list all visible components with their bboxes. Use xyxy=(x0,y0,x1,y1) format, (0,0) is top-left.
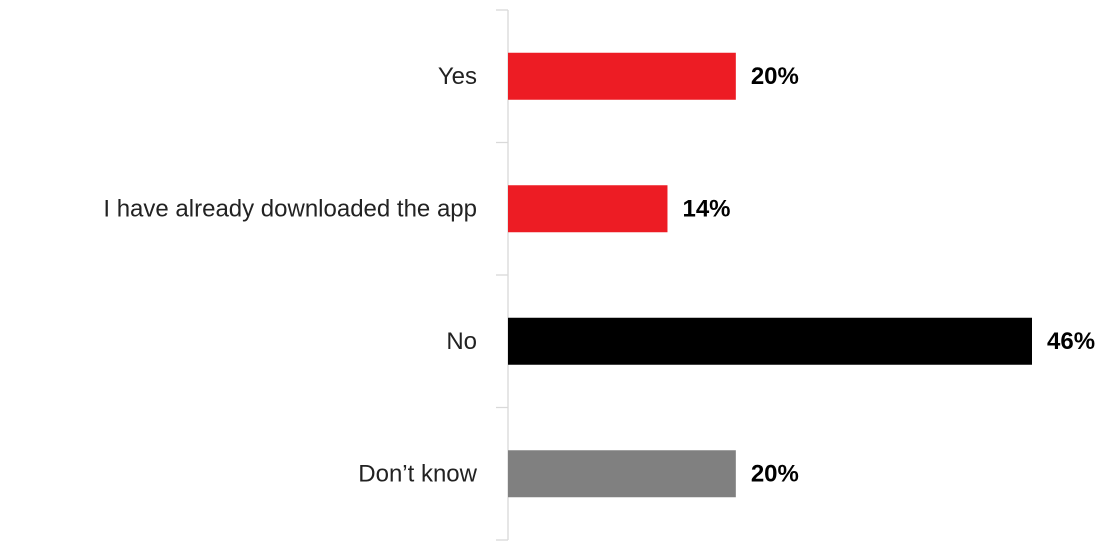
category-labels: Yes I have already downloaded the app No Do… xyxy=(103,63,477,488)
value-label: 20% xyxy=(751,460,799,487)
bars xyxy=(508,52,1032,498)
bar xyxy=(508,317,1032,365)
category-label: I have already downloaded the app xyxy=(103,195,477,222)
category-axis xyxy=(496,9,509,541)
value-label: 14% xyxy=(682,195,730,222)
value-label: 46% xyxy=(1047,328,1095,355)
bar xyxy=(508,450,736,498)
category-label: Don’t know xyxy=(358,460,477,487)
category-label: No xyxy=(446,328,477,355)
category-label: Yes xyxy=(438,63,477,90)
bar xyxy=(508,52,736,100)
value-labels: 20% 14% 46% 20% xyxy=(682,63,1095,488)
bar xyxy=(508,185,668,233)
value-label: 20% xyxy=(751,63,799,90)
